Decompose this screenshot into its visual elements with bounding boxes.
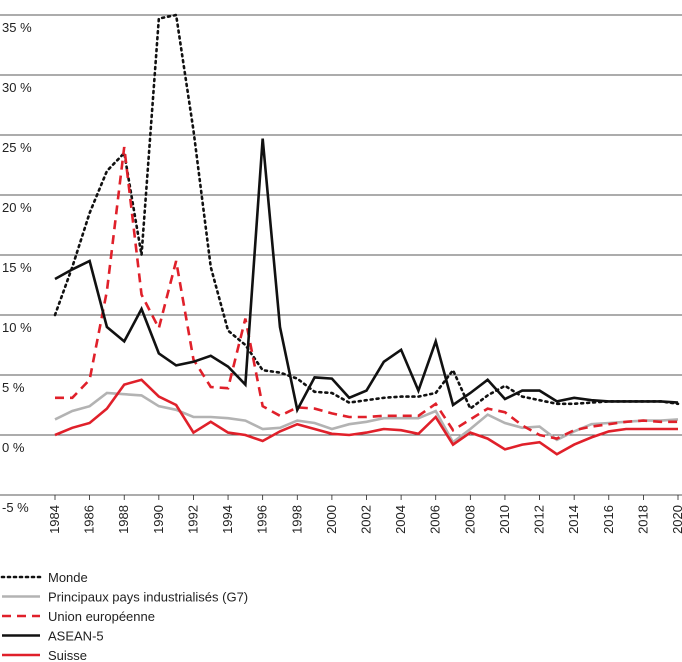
series-line <box>54 138 679 414</box>
x-tick-label: 2004 <box>393 505 408 534</box>
series-line <box>55 146 678 440</box>
y-tick-label: 10 % <box>2 320 32 335</box>
y-tick-label: 25 % <box>2 140 32 155</box>
x-tick-label: 1988 <box>116 505 131 534</box>
x-tick-label: 2006 <box>428 505 443 534</box>
x-tick-label: 1998 <box>289 505 304 534</box>
legend-label: Union européenne <box>48 609 155 624</box>
y-tick-label: 15 % <box>2 260 32 275</box>
legend-label: ASEAN-5 <box>48 629 104 644</box>
y-tick-label: 5 % <box>2 380 25 395</box>
y-tick-label: 35 % <box>2 20 32 35</box>
y-tick-label: 30 % <box>2 80 32 95</box>
series-line <box>53 13 680 411</box>
x-tick-label: 2018 <box>635 505 650 534</box>
series-line <box>54 378 678 456</box>
y-tick-label: -5 % <box>2 500 29 515</box>
x-tick-label: 2020 <box>670 505 682 534</box>
x-tick-label: 2010 <box>497 505 512 534</box>
x-tick-label: 1996 <box>255 505 270 534</box>
x-tick-label: 1992 <box>185 505 200 534</box>
legend-label: Monde <box>48 570 88 585</box>
series-line <box>54 391 679 445</box>
x-tick-label: 1990 <box>151 505 166 534</box>
x-tick-label: 2016 <box>601 505 616 534</box>
x-tick-label: 1994 <box>220 505 235 534</box>
x-tick-label: 2008 <box>462 505 477 534</box>
x-tick-label: 1984 <box>47 505 62 534</box>
y-tick-label: 20 % <box>2 200 32 215</box>
legend-label: Suisse <box>48 648 87 662</box>
x-tick-label: 2014 <box>566 505 581 534</box>
x-tick-label: 2012 <box>532 505 547 534</box>
x-tick-label: 2002 <box>359 505 374 534</box>
y-tick-label: 0 % <box>2 440 25 455</box>
x-tick-label: 1986 <box>82 505 97 534</box>
x-tick-label: 2000 <box>324 505 339 534</box>
legend-label: Principaux pays industrialisés (G7) <box>48 590 248 605</box>
